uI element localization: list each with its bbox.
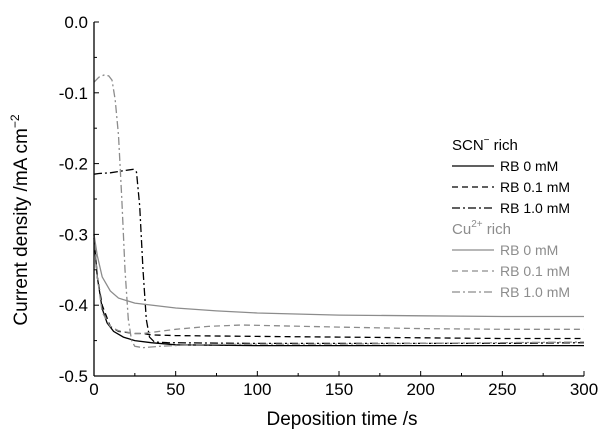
y-tick-label: -0.3 [59, 225, 88, 244]
y-axis-label: Current density /mA cm−2 [8, 114, 32, 325]
legend-group-title: Cu2+ rich [452, 219, 511, 238]
y-tick-label: -0.4 [59, 296, 88, 315]
y-tick-label: -0.2 [59, 155, 88, 174]
y-axis-label-main: Current density /mA cm [11, 128, 32, 325]
x-tick-label: 100 [243, 380, 271, 399]
x-tick-label: 250 [488, 380, 516, 399]
x-tick-label: 150 [325, 380, 353, 399]
axes [94, 22, 584, 376]
legend-entry-label: RB 1.0 mM [500, 284, 570, 300]
x-tick-label: 300 [570, 380, 598, 399]
x-tick-label: 200 [406, 380, 434, 399]
y-tick-label: 0.0 [64, 13, 88, 32]
y-tick-label: -0.5 [59, 367, 88, 386]
legend-entry-label: RB 1.0 mM [500, 200, 570, 216]
svg-text:Current density /mA cm−2: Current density /mA cm−2 [8, 114, 32, 325]
y-tick-label: -0.1 [59, 84, 88, 103]
x-tick-label: 50 [166, 380, 185, 399]
legend-group-title: SCN− rich [452, 135, 518, 154]
legend-entry-label: RB 0.1 mM [500, 263, 570, 279]
y-axis-label-exponent: −2 [8, 114, 22, 128]
legend-entry-label: RB 0.1 mM [500, 179, 570, 195]
x-axis-label: Deposition time /s [266, 409, 417, 430]
legend: SCN− rich RB 0 mM RB 0.1 mM RB 1.0 mM Cu2+ r… [452, 135, 570, 300]
legend-entry-label: RB 0 mM [500, 158, 558, 174]
legend-entry-label: RB 0 mM [500, 242, 558, 258]
x-tick-label: 0 [89, 380, 98, 399]
